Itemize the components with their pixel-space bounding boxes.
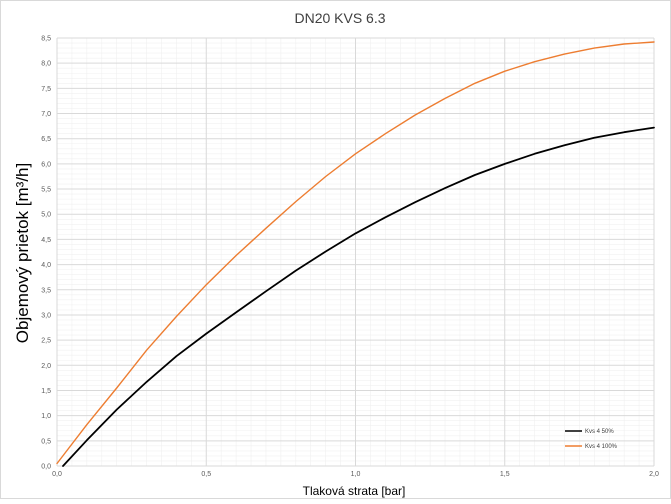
legend-label: Kvs 4 50%	[585, 429, 614, 435]
legend: Kvs 4 50% Kvs 4 100%	[565, 429, 618, 450]
x-tick-label: 1,5	[500, 471, 510, 478]
y-tick-label: 8,0	[41, 61, 51, 68]
y-axis-ticks: 0,0 0,5 1,0 1,5 2,0 2,5 3,0 3,5 4,0 4,5 5,0 5,5 6,0 6…	[41, 36, 51, 471]
y-tick-label: 7,5	[41, 86, 51, 93]
x-tick-label: 2,0	[649, 471, 659, 478]
x-axis-label: Tlaková strata [bar]	[303, 484, 406, 498]
x-axis-ticks: 0,0 0,5 1,0 1,5 2,0	[52, 471, 659, 478]
x-tick-label: 1,0	[351, 471, 361, 478]
y-tick-label: 8,5	[41, 36, 51, 43]
y-tick-label: 0,0	[41, 464, 51, 471]
y-tick-label: 3,5	[41, 287, 51, 294]
chart-title: DN20 KVS 6.3	[294, 10, 385, 26]
x-tick-label: 0,0	[52, 471, 62, 478]
y-tick-label: 0,5	[41, 438, 51, 445]
y-axis-label: Objemový prietok [m³/h]	[13, 163, 32, 343]
y-tick-label: 2,0	[41, 363, 51, 370]
y-tick-label: 4,5	[41, 237, 51, 244]
legend-label: Kvs 4 100%	[585, 444, 618, 450]
y-tick-label: 3,0	[41, 312, 51, 319]
y-tick-label: 5,5	[41, 187, 51, 194]
y-tick-label: 2,5	[41, 338, 51, 345]
y-tick-label: 6,5	[41, 136, 51, 143]
y-tick-label: 7,0	[41, 111, 51, 118]
y-tick-label: 1,0	[41, 413, 51, 420]
y-tick-label: 6,0	[41, 161, 51, 168]
y-tick-label: 4,0	[41, 262, 51, 269]
y-tick-label: 1,5	[41, 388, 51, 395]
x-tick-label: 0,5	[201, 471, 211, 478]
y-tick-label: 5,0	[41, 212, 51, 219]
